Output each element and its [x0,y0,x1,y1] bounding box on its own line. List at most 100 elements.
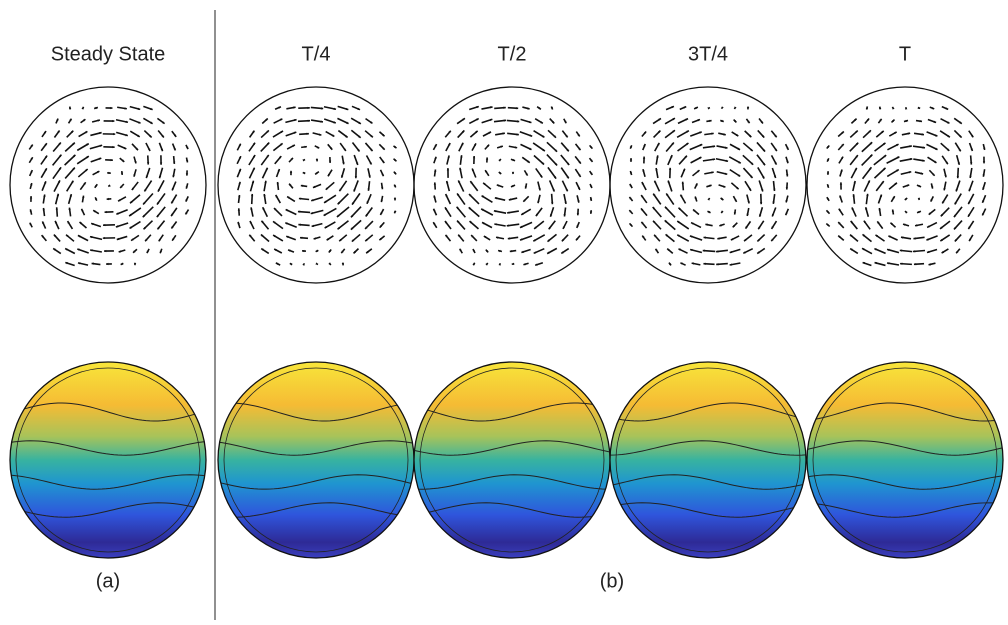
arrow-head [523,199,526,202]
arrow-head [368,175,371,178]
arrow-head [488,131,492,134]
arrow-shaft [676,220,690,230]
arrow-head [90,249,93,252]
temperature-outline [9,361,207,559]
arrow-head [772,201,775,204]
arrow-head [578,147,581,151]
arrow-head [577,200,580,203]
arrow-head [982,200,985,203]
arrow-head [185,186,189,189]
arrow-head [538,187,541,191]
arrow-head [382,133,385,137]
arrow-head [652,206,656,210]
arrow-head [909,158,913,161]
arrow-head [850,234,853,237]
arrow-head [444,220,448,224]
arrow-head [852,194,855,197]
arrow-head [525,173,528,176]
arrow-head [642,235,645,239]
arrow-head [946,121,950,124]
arrow-head [863,220,867,224]
arrow-head [277,169,280,172]
arrow-head [160,148,163,152]
arrow-head [664,220,668,223]
arrow-head [851,207,854,210]
arrow-head [629,183,632,187]
arrow-head [771,226,774,229]
arrow-head [712,145,716,148]
arrow-head [729,263,732,266]
arrow-head [324,200,327,203]
arrow-head [81,208,84,212]
arrow-head [890,222,893,226]
arrow-head [249,220,253,224]
arrow-shaft [689,143,703,151]
contour-line [414,502,610,518]
arrow-head [171,226,174,229]
arrow-head [485,170,488,173]
arrow-shaft [664,206,676,218]
inner-ring [615,367,801,553]
arrow-head [367,188,370,191]
arrow-head [382,147,385,150]
arrow-head [302,263,305,266]
arrow-head [968,188,971,192]
arrow-head [104,210,107,214]
arrow-head [653,220,656,224]
arrow-head [43,181,47,184]
arrow-head [677,221,680,224]
arrow-head [968,226,971,230]
arrow-head [433,222,436,225]
arrow-head [285,222,288,225]
arrow-head [433,208,436,212]
arrow-head [908,171,912,174]
arrow-head [590,146,593,149]
arrow-head [734,199,737,202]
arrow-head [666,193,669,196]
arrow-head [954,238,958,242]
arrow-head [747,120,750,124]
arrow-head [733,120,737,123]
arrow-head [561,238,565,242]
arrow-head [315,262,318,265]
arrow-head [672,118,675,121]
arrow-head [566,148,569,152]
arrow-head [380,199,383,203]
contour-line [807,502,1003,518]
arrow-head [500,145,503,148]
arrow-head [353,189,356,192]
arrow-shaft [873,154,887,166]
arrow-head [915,224,918,227]
arrow-head [333,121,336,124]
arrow-head [157,226,160,230]
arrow-head [892,106,895,110]
arrow-head [907,132,911,135]
arrow-head [730,238,734,241]
arrow-head [238,168,241,172]
arrow-head [380,186,384,190]
arrow-head [866,118,870,121]
arrow-head [654,180,657,184]
arrow-head [944,174,947,178]
arrow-head [434,169,437,172]
arrow-head [149,135,152,138]
arrow-head [112,119,115,123]
arrow-head [150,121,153,124]
arrow-head [306,132,309,136]
arrow-head [125,133,128,137]
arrow-head [345,107,349,111]
arrow-head [697,170,700,173]
arrow-head [528,120,532,124]
arrow-head [490,106,493,109]
arrow-head [370,148,373,152]
arrow-head [577,133,580,137]
arrow-head [293,106,296,109]
arrow-head [881,130,884,134]
arrow-head [926,238,929,241]
arrow-head [382,160,385,164]
arrow-head [703,262,706,266]
temperature-field [218,362,414,558]
arrow-shaft [156,192,166,206]
arrow-head [850,248,853,251]
arrow-shaft [350,219,362,231]
